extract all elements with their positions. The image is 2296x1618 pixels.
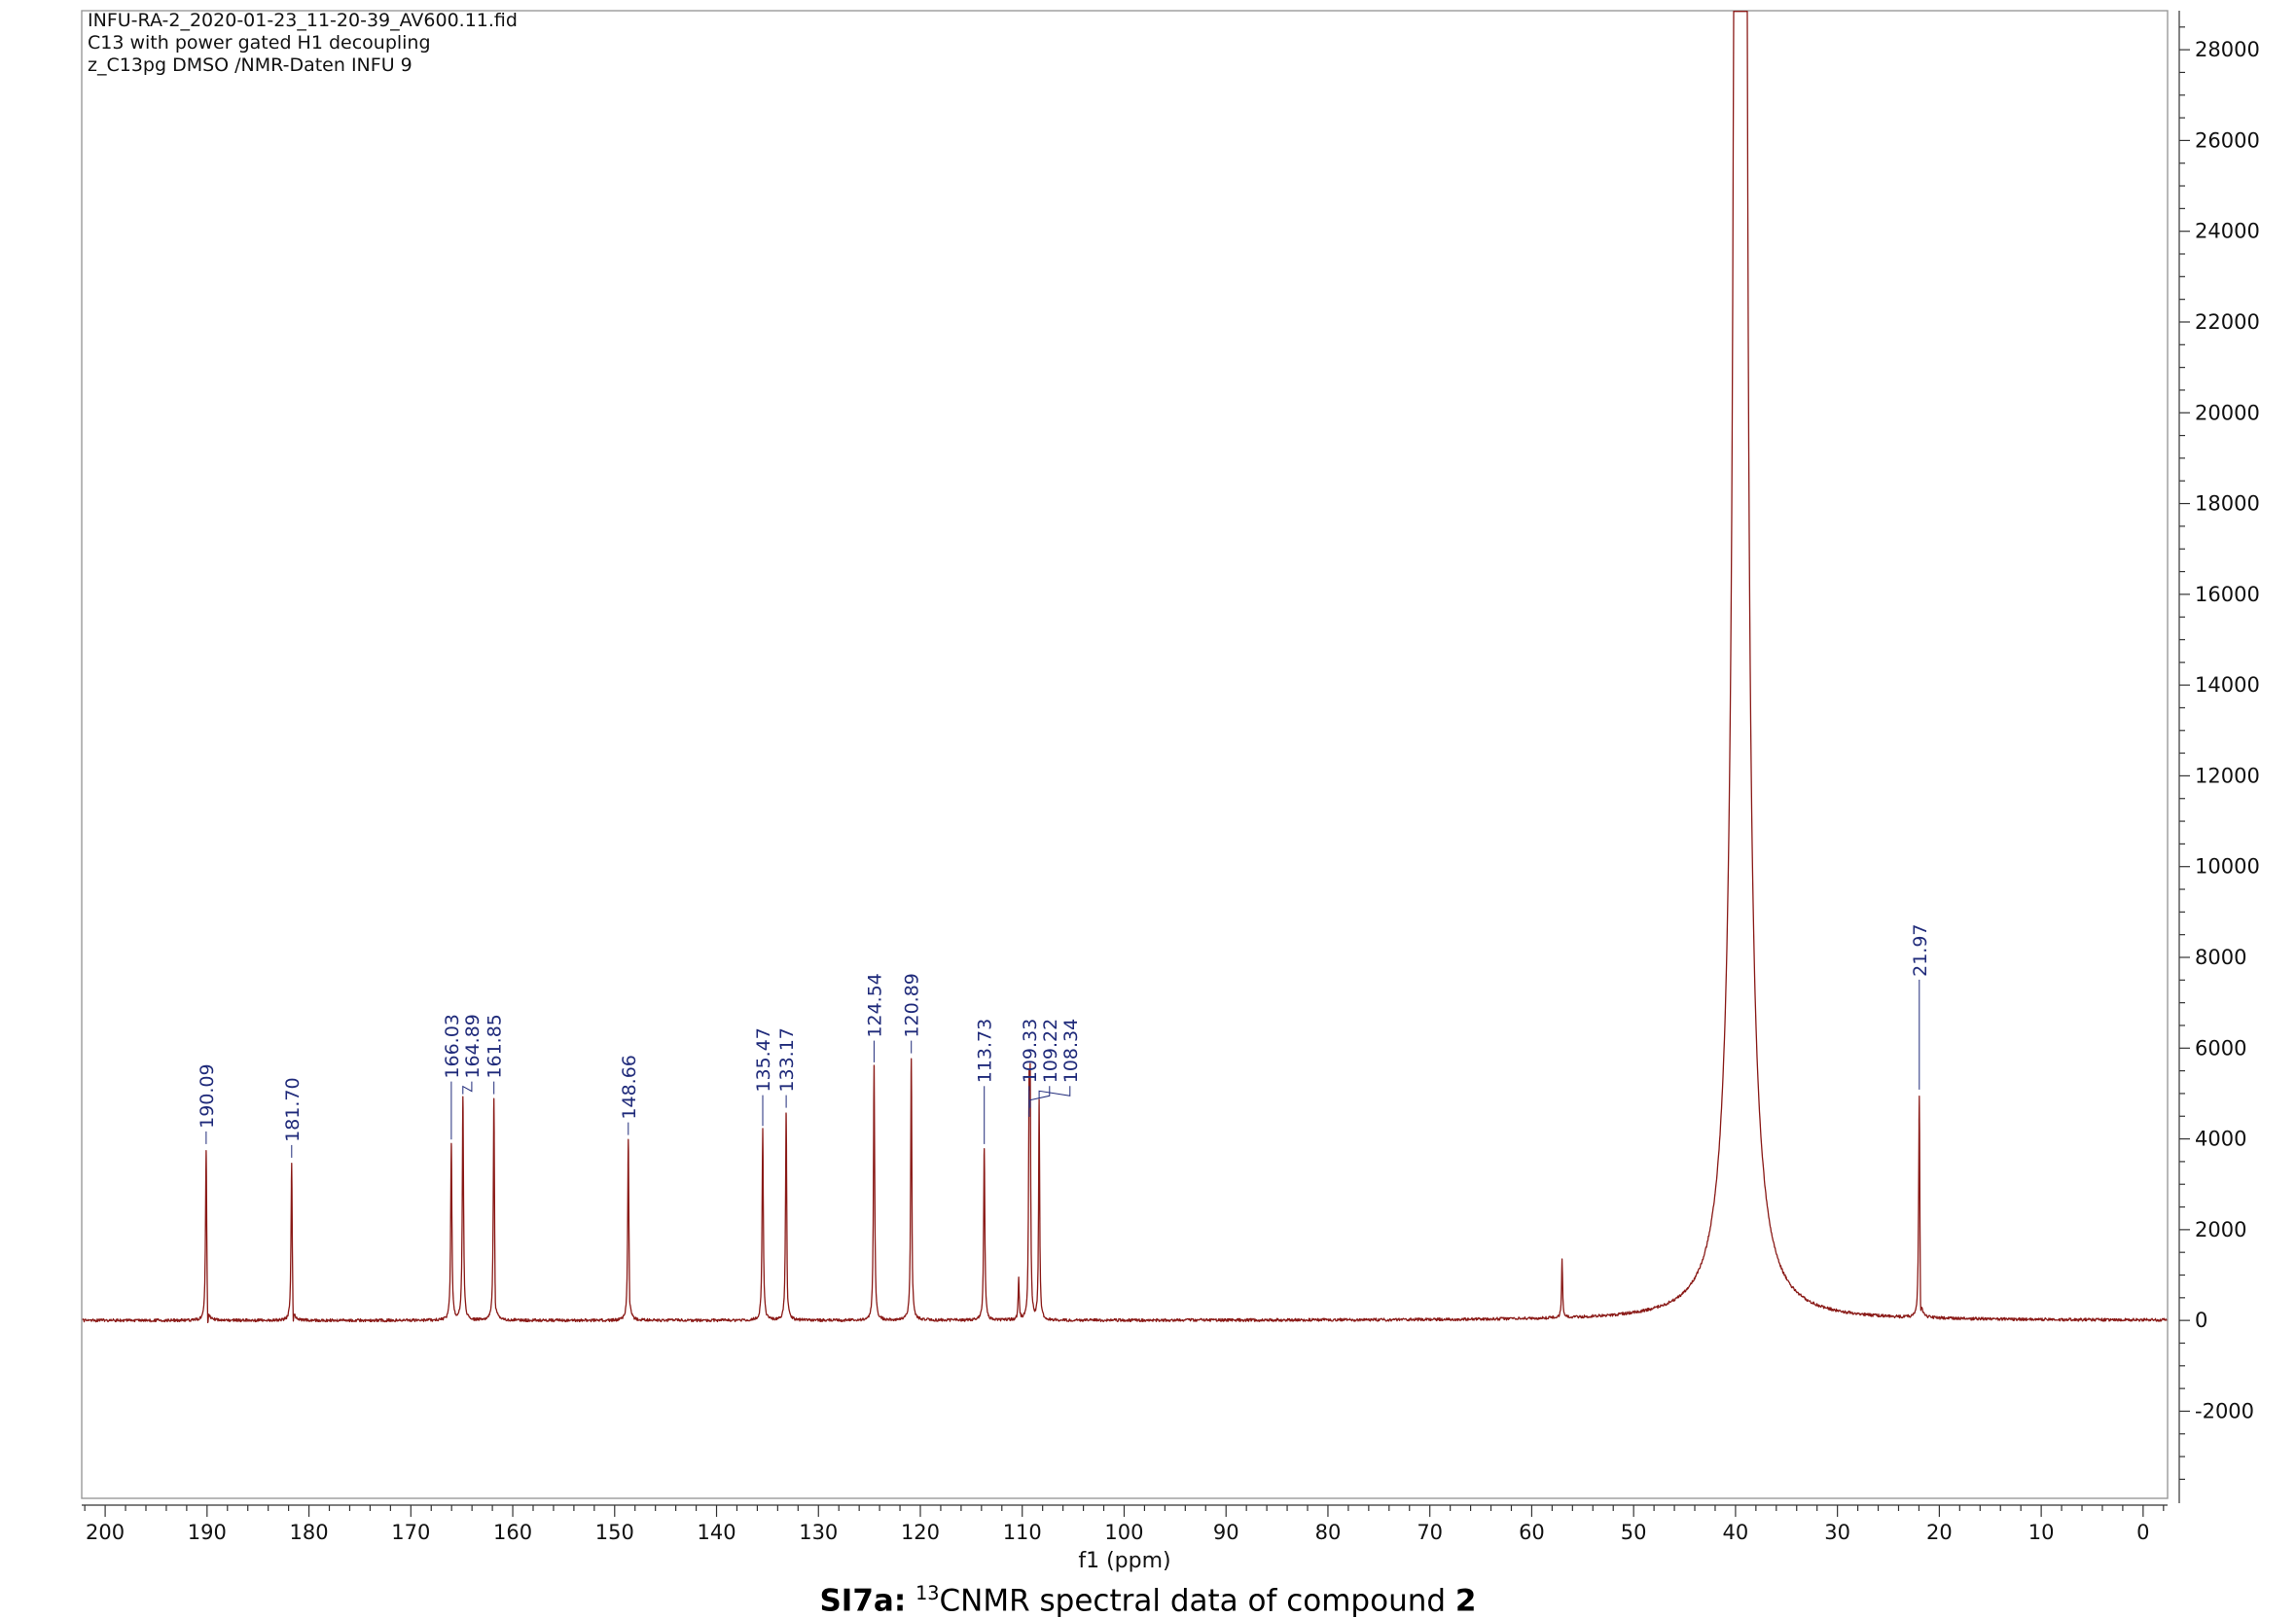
peak-label: 133.17 (776, 1027, 798, 1092)
spectrum-curve (82, 11, 2168, 1324)
x-tick-label: 120 (901, 1521, 940, 1544)
x-tick-label: 160 (493, 1521, 532, 1544)
y-tick-label: 6000 (2195, 1036, 2246, 1060)
caption-isotope-superscript: 13 (915, 1582, 940, 1604)
x-tick-label: 190 (188, 1521, 227, 1544)
y-tick-label: 28000 (2195, 38, 2260, 61)
y-tick-label: 0 (2195, 1309, 2207, 1332)
y-tick-label: 18000 (2195, 492, 2260, 516)
y-tick-label: 16000 (2195, 583, 2260, 606)
caption-compound-number: 2 (1454, 1583, 1477, 1618)
y-tick-label: 22000 (2195, 310, 2260, 334)
y-tick-label: 4000 (2195, 1128, 2246, 1151)
x-tick-label: 60 (1519, 1521, 1545, 1544)
caption-label: SI7a: (819, 1583, 907, 1618)
y-tick-label: 12000 (2195, 764, 2260, 787)
spectrum-header: INFU-RA-2_2020-01-23_11-20-39_AV600.11.f… (88, 10, 518, 77)
peak-labels: 190.09 181.70 166.03 164.89 161.85 148.66 135.… (197, 923, 1931, 1158)
y-tick-label: -2000 (2195, 1399, 2254, 1422)
header-filename: INFU-RA-2_2020-01-23_11-20-39_AV600.11.f… (88, 10, 518, 31)
y-axis-labels: -2000 0 2000 4000 6000 8000 10000 12000 14000 160… (2195, 38, 2260, 1422)
y-tick-label: 14000 (2195, 673, 2260, 697)
peak-label: 113.73 (975, 1019, 996, 1083)
y-tick-label: 26000 (2195, 128, 2260, 152)
peak-label: 135.47 (753, 1027, 774, 1092)
figure-caption: SI7a: 13CNMR spectral data of compound 2 (0, 1582, 2296, 1618)
x-tick-label: 130 (799, 1521, 838, 1544)
peak-label: 108.34 (1060, 1019, 1082, 1083)
peak-label: 161.85 (484, 1014, 506, 1078)
peak-label: 148.66 (619, 1055, 640, 1119)
x-axis-labels: 200 190 180 170 160 150 140 130 120 110 100 90 80 70 6… (86, 1521, 2150, 1544)
header-experiment: C13 with power gated H1 decoupling (88, 32, 431, 54)
y-tick-label: 2000 (2195, 1218, 2246, 1241)
x-tick-label: 90 (1213, 1521, 1239, 1544)
peak-label: 109.22 (1040, 1019, 1061, 1083)
x-tick-label: 30 (1824, 1521, 1850, 1544)
peak-label: 181.70 (282, 1077, 304, 1141)
y-tick-label: 24000 (2195, 220, 2260, 243)
y-tick-label: 10000 (2195, 855, 2260, 879)
x-tick-label: 10 (2028, 1521, 2055, 1544)
x-tick-label: 100 (1104, 1521, 1143, 1544)
x-tick-label: 170 (391, 1521, 430, 1544)
peak-label: 120.89 (902, 973, 923, 1037)
peak-label: 21.97 (1910, 923, 1931, 976)
peak-label: 109.33 (1020, 1019, 1041, 1083)
y-tick-label: 8000 (2195, 946, 2246, 969)
y-tick-label: 20000 (2195, 401, 2260, 424)
x-tick-label: 50 (1621, 1521, 1647, 1544)
peak-label: 124.54 (864, 973, 885, 1037)
header-sample-info: z_C13pg DMSO /NMR-Daten INFU 9 (88, 54, 413, 76)
x-tick-label: 0 (2136, 1521, 2149, 1544)
peak-leader-line (462, 1081, 473, 1095)
x-tick-label: 140 (697, 1521, 735, 1544)
peak-label: 166.03 (442, 1014, 463, 1078)
y-axis (2178, 11, 2190, 1503)
x-tick-label: 40 (1723, 1521, 1749, 1544)
peak-leader-line (1029, 1086, 1051, 1108)
x-tick-label: 180 (290, 1521, 329, 1544)
peak-label: 190.09 (197, 1063, 218, 1128)
caption-text: CNMR spectral data of compound (939, 1583, 1447, 1618)
x-tick-label: 20 (1926, 1521, 1953, 1544)
x-axis (82, 1504, 2168, 1517)
peak-leader-line (1038, 1086, 1071, 1099)
x-axis-title: f1 (ppm) (1078, 1549, 1171, 1573)
x-tick-label: 80 (1315, 1521, 1342, 1544)
plot-border (81, 10, 2169, 1499)
x-tick-label: 200 (86, 1521, 125, 1544)
x-tick-label: 110 (1003, 1521, 1042, 1544)
peak-label: 164.89 (462, 1014, 484, 1078)
x-tick-label: 150 (595, 1521, 634, 1544)
x-tick-label: 70 (1417, 1521, 1443, 1544)
